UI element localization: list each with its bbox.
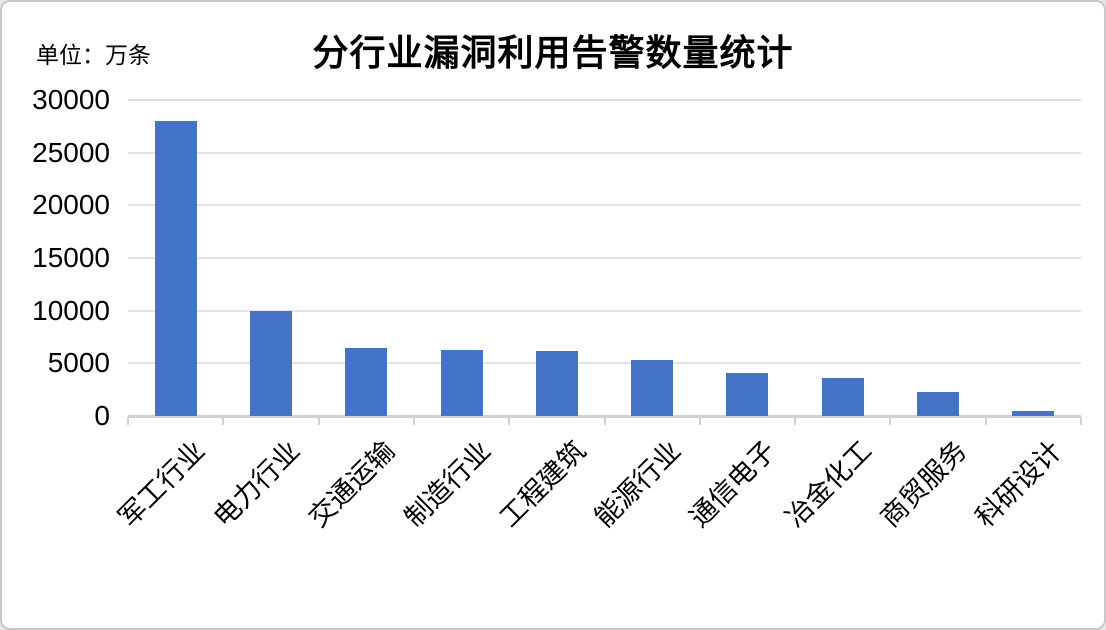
x-axis-tick <box>1080 417 1082 425</box>
y-axis-label-5000: 5000 <box>47 347 110 379</box>
x-axis-label-9: 商贸服务 <box>874 435 973 533</box>
x-axis-tick <box>889 417 892 425</box>
x-axis-label-3: 交通运输 <box>303 435 401 533</box>
bar-9 <box>917 391 960 416</box>
x-axis-label-10: 科研设计 <box>970 435 1068 533</box>
y-axis-label-20000: 20000 <box>32 189 110 221</box>
x-axis-tick <box>984 417 987 425</box>
bar-10 <box>1012 410 1055 416</box>
x-axis-label-6: 能源行业 <box>589 435 687 533</box>
chart-title: 分行业漏洞利用告警数量统计 <box>312 32 794 73</box>
x-axis-tick <box>127 417 129 425</box>
x-axis-label-5: 工程建筑 <box>493 435 592 533</box>
bar-7 <box>726 372 769 416</box>
y-axis-label-30000: 30000 <box>32 84 110 115</box>
gridline-5000 <box>128 362 1081 365</box>
x-axis-label-4: 制造行业 <box>398 435 497 533</box>
bar-4 <box>440 349 483 416</box>
gridline-20000 <box>128 204 1081 207</box>
x-axis-line <box>128 415 1081 418</box>
bar-6 <box>631 360 674 416</box>
bar-3 <box>345 347 388 416</box>
x-axis-tick <box>698 417 701 425</box>
bar-8 <box>821 377 864 416</box>
x-axis-tick <box>603 417 606 425</box>
x-axis-tick <box>508 417 511 425</box>
gridline-15000 <box>128 257 1081 259</box>
x-axis-tick <box>412 417 415 425</box>
y-axis-label-10000: 10000 <box>32 294 110 326</box>
bar-1 <box>154 121 197 416</box>
gridline-30000 <box>128 99 1081 101</box>
y-axis-label-0: 0 <box>94 400 110 431</box>
gridline-10000 <box>128 309 1081 312</box>
x-axis-tick <box>317 417 320 425</box>
x-axis-tick <box>794 417 797 425</box>
bar-2 <box>249 310 292 416</box>
x-axis-tick <box>222 417 225 425</box>
x-axis-label-7: 通信电子 <box>684 435 782 533</box>
x-axis-label-8: 冶金化工 <box>779 435 878 533</box>
bar-5 <box>535 350 578 416</box>
y-axis-label-25000: 25000 <box>32 136 110 168</box>
unit-label: 单位：万条 <box>36 42 151 68</box>
x-axis-label-1: 军工行业 <box>112 435 211 533</box>
y-axis-label-15000: 15000 <box>32 242 110 273</box>
x-axis-label-2: 电力行业 <box>207 435 306 533</box>
gridline-25000 <box>128 151 1081 154</box>
